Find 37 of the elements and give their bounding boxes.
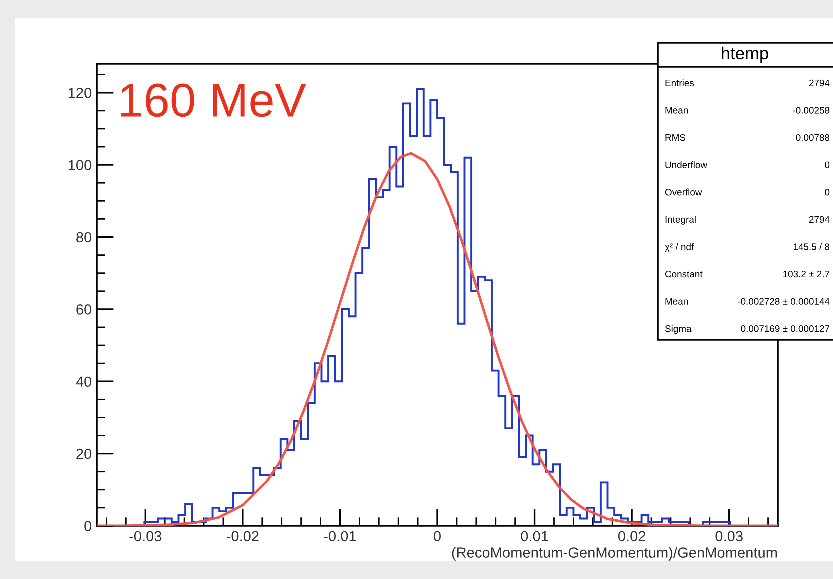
y-tick-label: 20 [76,448,92,460]
y-tick-label: 80 [76,232,92,243]
text: -0.00258 [793,107,830,114]
text: 2794 [809,80,830,87]
text: htemp [722,46,768,64]
text: 145.5 / 8 [794,243,830,250]
y-tick-label: 120 [68,88,92,98]
annotation: -0.002728 ± 0.000144 [738,298,830,305]
x-tick-label: -0.01 [324,531,356,542]
x-tick-label: -0.03 [130,531,162,542]
x-tick-label: 0.02 [618,531,646,542]
y-tick-label: 40 [76,376,92,388]
x-tick-label: 0.03 [716,531,743,542]
annotation: Constant [665,270,703,278]
text: 0 [825,162,830,168]
annotation: Overflow [665,188,702,196]
annotation: 160 MeV [121,84,306,118]
annotation: Mean [666,298,688,305]
annotation: χ² / ndf [665,243,694,252]
annotation: Sigma [665,325,692,334]
text: 103.2 ± 2.7 [784,270,830,278]
x-tick-label: 0.01 [521,531,548,542]
x-axis-title: (RecoMomentum-GenMomentum)/GenMomentum [452,547,778,561]
annotation: 0.007169 ± 0.000127 [741,326,830,332]
annotation: RMS [666,134,686,142]
y-tick-label: 0 [84,521,92,532]
text: 0 [825,189,830,196]
x-tick-label: -0.02 [226,531,259,542]
x-tick-label: 0 [434,531,441,542]
y-tick-label: 100 [68,160,92,170]
y-tick-label: 60 [76,304,92,315]
annotation: Underflow [666,162,708,168]
text: 2794 [809,216,830,224]
annotation: Entries [666,80,694,87]
annotation: Mean [666,107,688,114]
text: 0.00788 [796,134,830,142]
annotation: Integral [666,216,696,225]
